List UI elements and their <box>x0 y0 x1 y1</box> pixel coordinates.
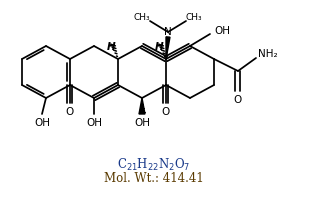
Text: CH₃: CH₃ <box>134 12 150 21</box>
Text: OH: OH <box>134 118 150 128</box>
Polygon shape <box>166 37 170 59</box>
Text: H: H <box>155 42 163 52</box>
Text: Mol. Wt.: 414.41: Mol. Wt.: 414.41 <box>104 173 204 185</box>
Text: OH: OH <box>34 118 50 128</box>
Text: CH₃: CH₃ <box>186 12 202 21</box>
Text: O: O <box>66 107 74 117</box>
Text: OH: OH <box>86 118 102 128</box>
Polygon shape <box>139 98 145 114</box>
Text: N: N <box>164 27 172 37</box>
Text: O: O <box>162 107 170 117</box>
Text: H: H <box>107 42 115 52</box>
Text: OH: OH <box>214 26 230 36</box>
Text: C$_{21}$H$_{22}$N$_{2}$O$_{7}$: C$_{21}$H$_{22}$N$_{2}$O$_{7}$ <box>117 157 191 173</box>
Text: NH₂: NH₂ <box>258 49 278 59</box>
Text: O: O <box>234 95 242 105</box>
